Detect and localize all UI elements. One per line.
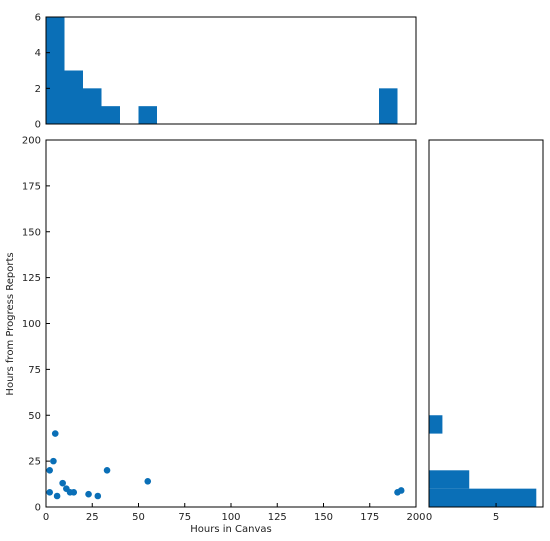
histogram-x-frame — [45, 16, 417, 125]
histogram-y-frame — [428, 139, 544, 508]
histogram-y-bar — [429, 470, 470, 489]
histogram-x-bar — [64, 70, 83, 124]
scatter-x-axis-label: Hours in Canvas — [190, 524, 271, 535]
histogram-x-tick-label: 6 — [35, 13, 41, 24]
scatter-x-tick-label: 200 — [406, 512, 425, 523]
histogram-x-tick-label: 0 — [35, 120, 41, 131]
scatter-y-tick-label: 75 — [28, 365, 41, 376]
scatter-x-tick-label: 0 — [43, 512, 49, 523]
scatter-x-tick-label: 75 — [178, 512, 191, 523]
scatter-point — [51, 430, 59, 437]
scatter-y-axis-label: Hours from Progress Reports — [5, 252, 16, 395]
scatter-point — [46, 489, 53, 496]
scatter-point — [70, 489, 78, 496]
histogram-x-tick-label: 2 — [35, 84, 41, 95]
scatter-point — [144, 478, 152, 485]
top-histogram-panel: 0 2 4 6 — [35, 13, 417, 131]
scatter-x-tick-label: 50 — [132, 512, 145, 523]
scatter-point — [46, 467, 53, 474]
scatter-point — [397, 487, 405, 494]
scatter-y-tick-label: 0 — [35, 503, 41, 514]
histogram-y-bar — [429, 488, 537, 507]
histogram-y-tick-label: 0 — [426, 512, 432, 523]
scatter-y-tick-label: 200 — [22, 136, 41, 147]
scatter-y-tick-label: 100 — [22, 319, 41, 330]
scatter-y-tick-label: 25 — [28, 457, 41, 468]
scatter-y-tick-label: 175 — [22, 181, 41, 192]
scatter-y-tick-label: 125 — [22, 273, 41, 284]
histogram-x-bar — [138, 106, 157, 124]
histogram-x-bar — [83, 88, 102, 124]
scatter-point — [53, 492, 61, 500]
scatter-y-tick-label: 150 — [22, 227, 41, 238]
scatter-x-tick-label: 125 — [268, 512, 287, 523]
histogram-x-bar — [379, 88, 398, 124]
scatter-y-tick-label: 50 — [28, 411, 41, 422]
scatter-x-tick-label: 150 — [314, 512, 333, 523]
scatter-point — [50, 457, 57, 465]
scatter-point — [59, 479, 66, 487]
histogram-y-tick-label: 5 — [493, 512, 499, 523]
scatter-x-tick-label: 100 — [221, 512, 240, 523]
scatter-frame — [45, 139, 417, 508]
histogram-x-tick-label: 4 — [35, 48, 41, 59]
histogram-x-bar — [101, 106, 120, 124]
scatter-x-tick-label: 25 — [86, 512, 99, 523]
scatter-x-tick-label: 175 — [360, 512, 379, 523]
histogram-y-bar — [429, 415, 443, 434]
scatter-panel: Hours in Canvas Hours from Progress Repo… — [5, 136, 426, 536]
scatter-point — [103, 467, 111, 474]
histogram-x-bar — [46, 17, 65, 124]
scatter-point — [85, 490, 92, 498]
scatter-point — [94, 492, 102, 500]
